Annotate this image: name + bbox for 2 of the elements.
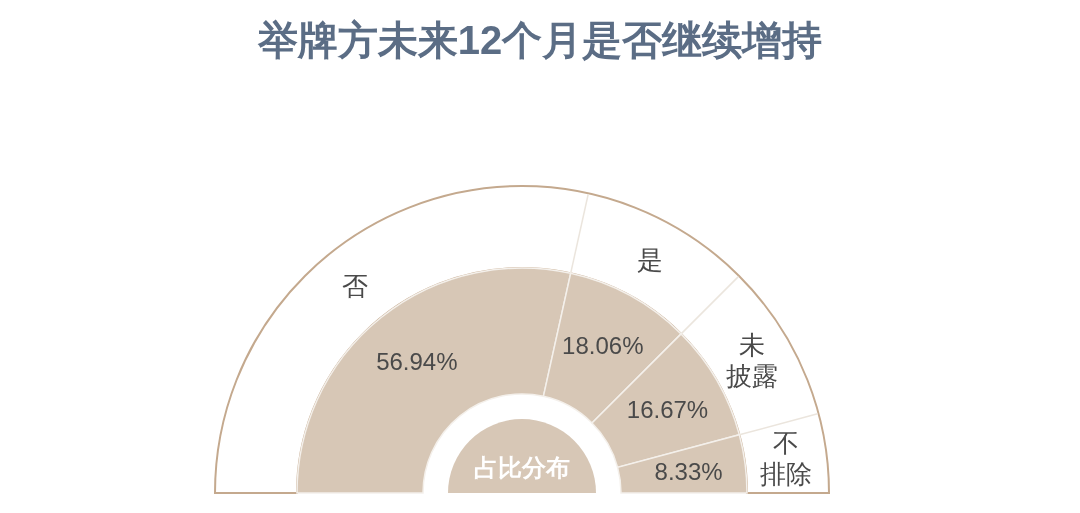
annotation: 占比分布 xyxy=(474,453,570,481)
title: 举牌方未来12个月是否继续增持 xyxy=(257,18,823,62)
